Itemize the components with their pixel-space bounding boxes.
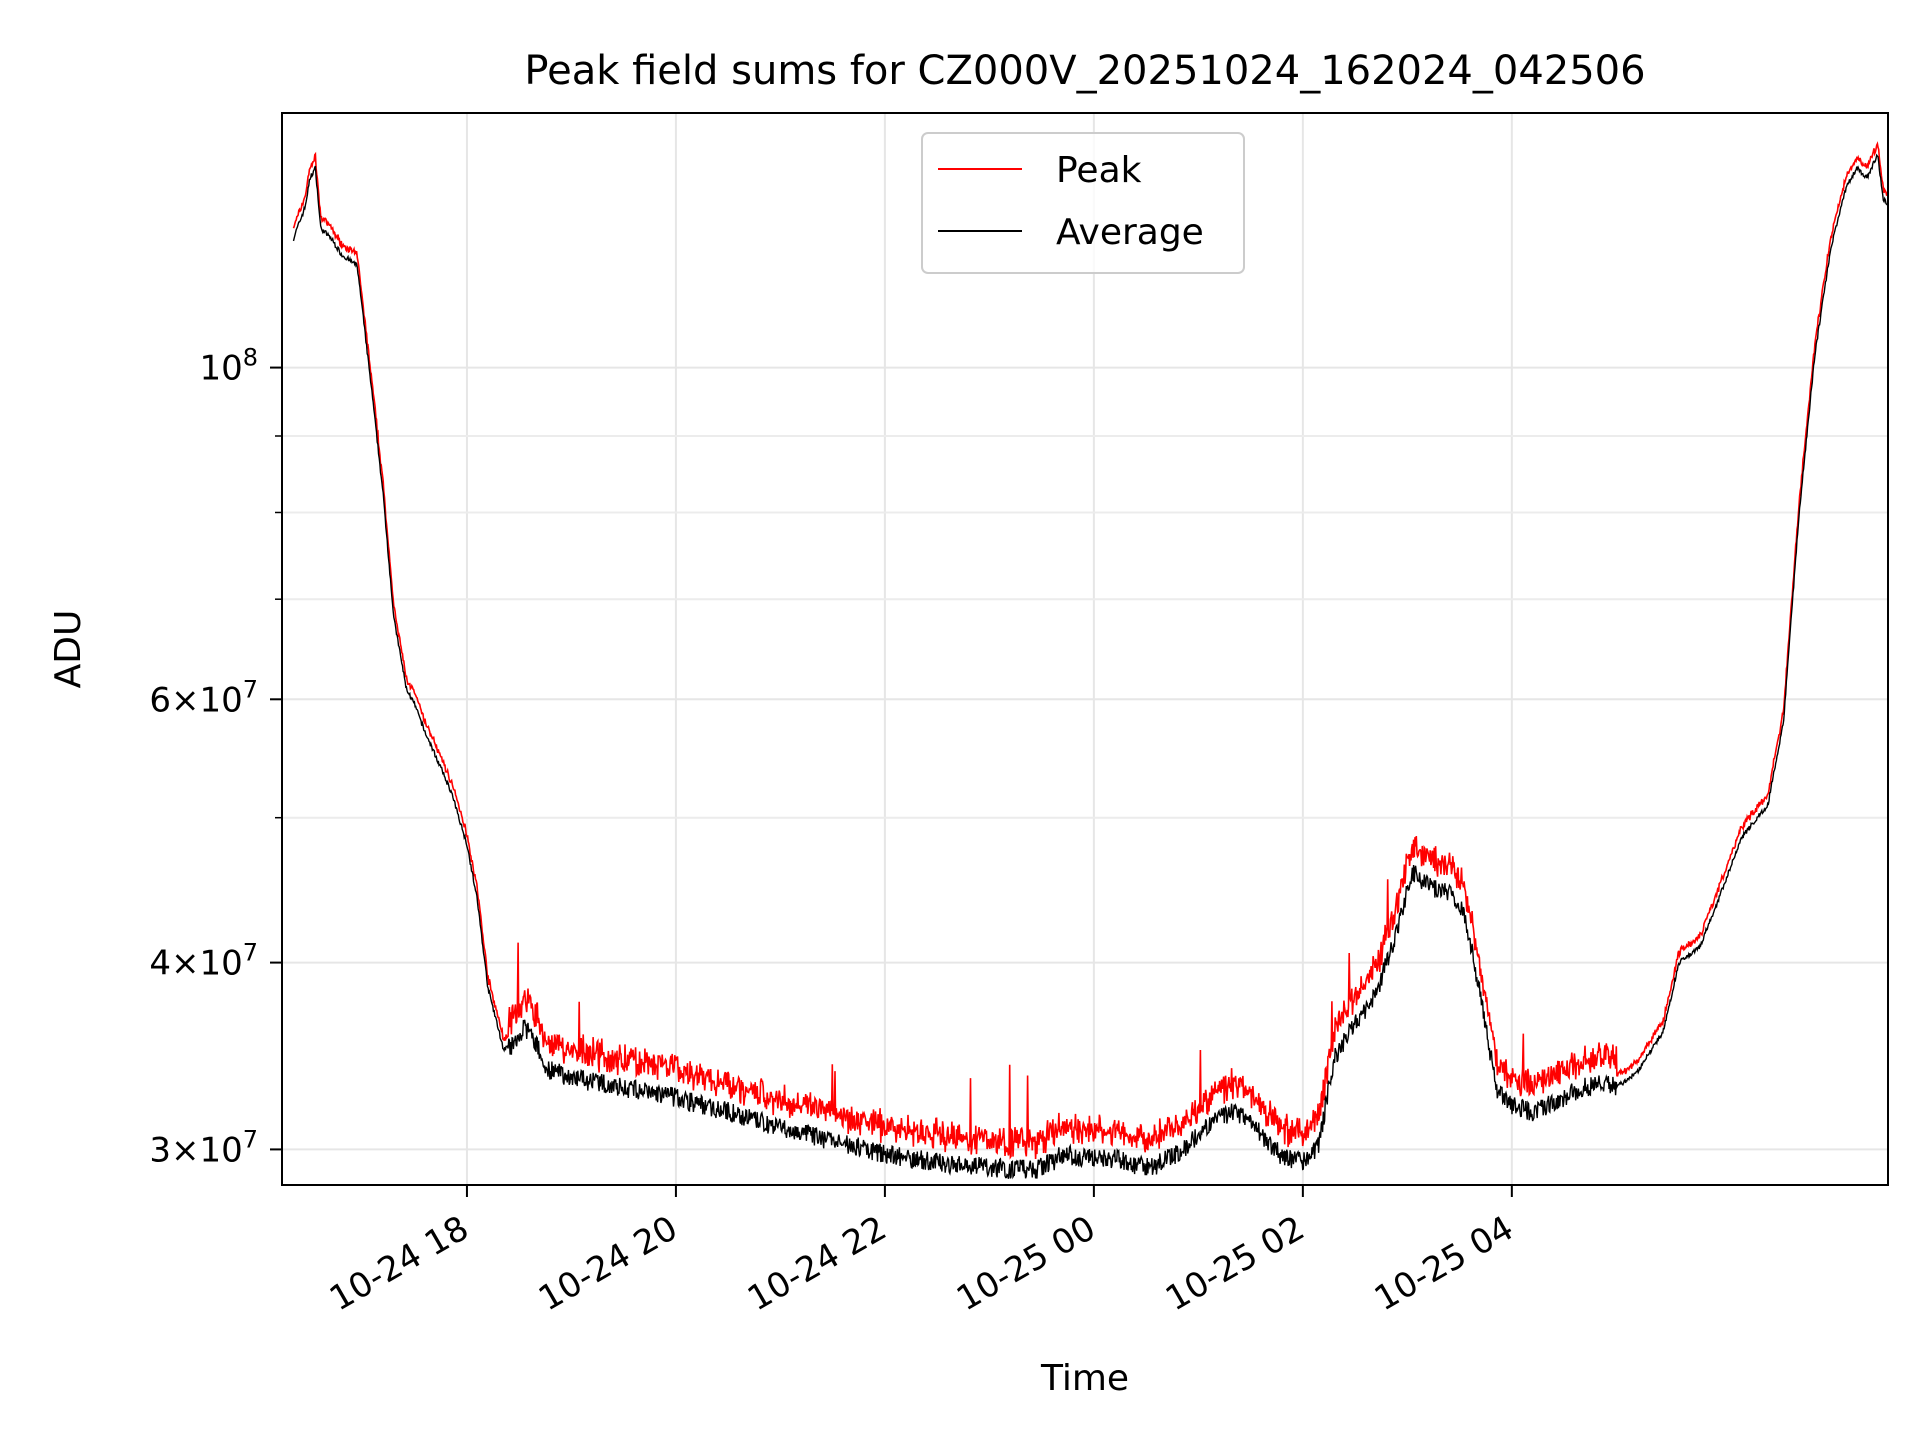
series-layer — [292, 141, 1888, 1180]
x-tick-label: 10-24 20 — [532, 1208, 684, 1319]
y-tick-label: 3×107 — [149, 1125, 258, 1170]
series-line-peak — [292, 141, 1888, 1160]
series-line-average — [292, 153, 1888, 1180]
plot-frame — [281, 112, 1889, 1186]
x-tick-label: 10-24 22 — [741, 1208, 893, 1319]
grid — [282, 113, 1888, 1185]
x-axis-label: Time — [1040, 1358, 1129, 1399]
x-tick-label: 10-25 00 — [950, 1208, 1102, 1319]
y-tick-label: 108 — [199, 344, 258, 389]
y-axis-label: ADU — [48, 610, 89, 689]
y-tick-label: 4×107 — [149, 939, 258, 984]
legend-label-peak: Peak — [1056, 150, 1142, 191]
legend-label-average: Average — [1056, 212, 1204, 253]
axis-ticks: 10-24 18 10-24 20 10-24 22 10-25 00 10-25 02… — [149, 344, 1520, 1320]
y-tick-label: 6×107 — [149, 675, 258, 720]
x-tick-label: 10-24 18 — [323, 1208, 475, 1319]
chart-title: Peak field sums for CZ000V_20251024_1620… — [524, 48, 1645, 94]
x-tick-label: 10-25 02 — [1159, 1208, 1311, 1319]
x-tick-label: 10-25 04 — [1368, 1208, 1520, 1319]
legend: Peak Average — [921, 132, 1245, 274]
